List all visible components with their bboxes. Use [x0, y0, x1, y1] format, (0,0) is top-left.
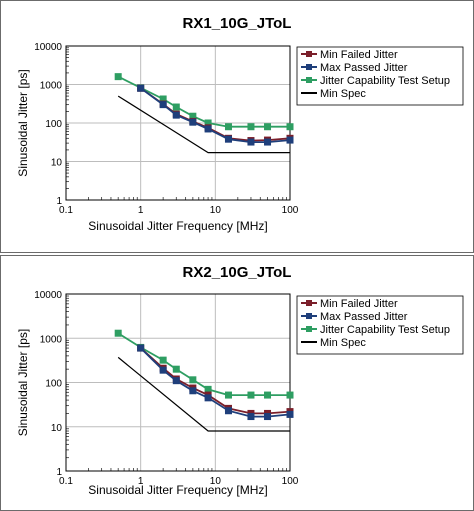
data-point	[286, 391, 294, 399]
x-tick-label: 100	[282, 476, 299, 487]
chart-title: RX2_10G_JToL	[183, 264, 292, 281]
y-axis-label: Sinusoidal Jitter [ps]	[16, 69, 30, 176]
x-axis-label: Sinusoidal Jitter Frequency [MHz]	[88, 219, 267, 233]
series-line	[117, 356, 290, 432]
legend-entry: Max Passed Jitter	[320, 311, 408, 323]
chart-panel-rx1: RX1_10G_JToL 0.1 1 10 100 1 10 100 1000 10000 Sinu…	[0, 0, 474, 253]
legend-swatch-marker	[306, 77, 312, 83]
y-tick-label: 1000	[40, 334, 63, 345]
y-tick-label: 1	[56, 467, 62, 478]
data-point	[264, 138, 272, 146]
data-point	[264, 413, 272, 421]
x-tick-label: 1	[138, 205, 144, 216]
data-point	[224, 407, 232, 415]
y-tick-label: 10000	[34, 42, 62, 53]
data-point	[224, 123, 232, 131]
legend-swatch-marker	[306, 51, 312, 57]
data-point	[159, 101, 167, 109]
legend-entry: Jitter Capability Test Setup	[320, 324, 450, 336]
legend-entry: Min Spec	[320, 88, 366, 100]
data-point	[204, 385, 212, 393]
data-point	[247, 391, 255, 399]
x-tick-label: 0.1	[59, 205, 73, 216]
series-line	[117, 332, 290, 397]
data-point	[172, 377, 180, 385]
series-line	[117, 95, 290, 154]
plot-border	[65, 45, 291, 201]
data-point	[204, 394, 212, 402]
legend-entry: Min Failed Jitter	[320, 298, 398, 310]
data-point	[224, 391, 232, 399]
y-tick-label: 100	[45, 119, 62, 130]
data-point	[137, 84, 145, 92]
legend-swatch-marker	[306, 326, 312, 332]
series-max-passed-jitter	[137, 344, 294, 421]
y-axis-label: Sinusoidal Jitter [ps]	[16, 329, 30, 436]
y-tick-label: 1	[56, 196, 62, 207]
data-point	[286, 410, 294, 418]
legend-entry: Jitter Capability Test Setup	[320, 75, 450, 87]
data-point	[189, 376, 197, 384]
x-tick-label: 1	[138, 476, 144, 487]
data-point	[137, 344, 145, 352]
y-tick-label: 1000	[40, 81, 63, 92]
series-jitter-capability-test-setup	[114, 329, 294, 399]
data-point	[159, 356, 167, 364]
legend-box	[296, 46, 464, 106]
y-tick-label: 10000	[34, 290, 62, 301]
plot-border	[65, 293, 291, 472]
y-tick-label: 10	[51, 423, 63, 434]
data-point	[159, 366, 167, 374]
series-min-spec	[117, 95, 290, 154]
data-point	[114, 329, 122, 337]
chart-panel-rx2: RX2_10G_JToL 0.1 1 10 100 1 10 100 1000 10000 Sinu…	[0, 255, 474, 511]
data-point	[247, 413, 255, 421]
data-point	[264, 391, 272, 399]
data-point	[247, 123, 255, 131]
legend-swatch-marker	[306, 300, 312, 306]
data-point	[286, 136, 294, 144]
legend-swatch-marker	[306, 313, 312, 319]
y-tick-label: 10	[51, 158, 63, 169]
legend-swatch-marker	[306, 64, 312, 70]
legend-entry: Min Spec	[320, 337, 366, 349]
data-point	[189, 118, 197, 126]
data-point	[204, 125, 212, 133]
data-point	[189, 387, 197, 395]
x-tick-label: 0.1	[59, 476, 73, 487]
x-axis-label: Sinusoidal Jitter Frequency [MHz]	[88, 483, 267, 497]
data-point	[264, 123, 272, 131]
x-tick-label: 100	[282, 205, 299, 216]
data-point	[286, 123, 294, 131]
y-tick-label: 100	[45, 379, 62, 390]
x-tick-label: 10	[210, 205, 222, 216]
data-point	[172, 111, 180, 119]
data-point	[172, 103, 180, 111]
series-min-spec	[117, 356, 290, 432]
chart-title: RX1_10G_JToL	[183, 15, 292, 32]
data-point	[247, 138, 255, 146]
x-tick-label: 10	[210, 476, 222, 487]
series-max-passed-jitter	[137, 84, 294, 146]
legend-entry: Min Failed Jitter	[320, 49, 398, 61]
series-line	[117, 75, 290, 128]
data-point	[172, 365, 180, 373]
legend-entry: Max Passed Jitter	[320, 62, 408, 74]
data-point	[224, 135, 232, 143]
legend-box	[296, 295, 464, 355]
data-point	[114, 73, 122, 81]
